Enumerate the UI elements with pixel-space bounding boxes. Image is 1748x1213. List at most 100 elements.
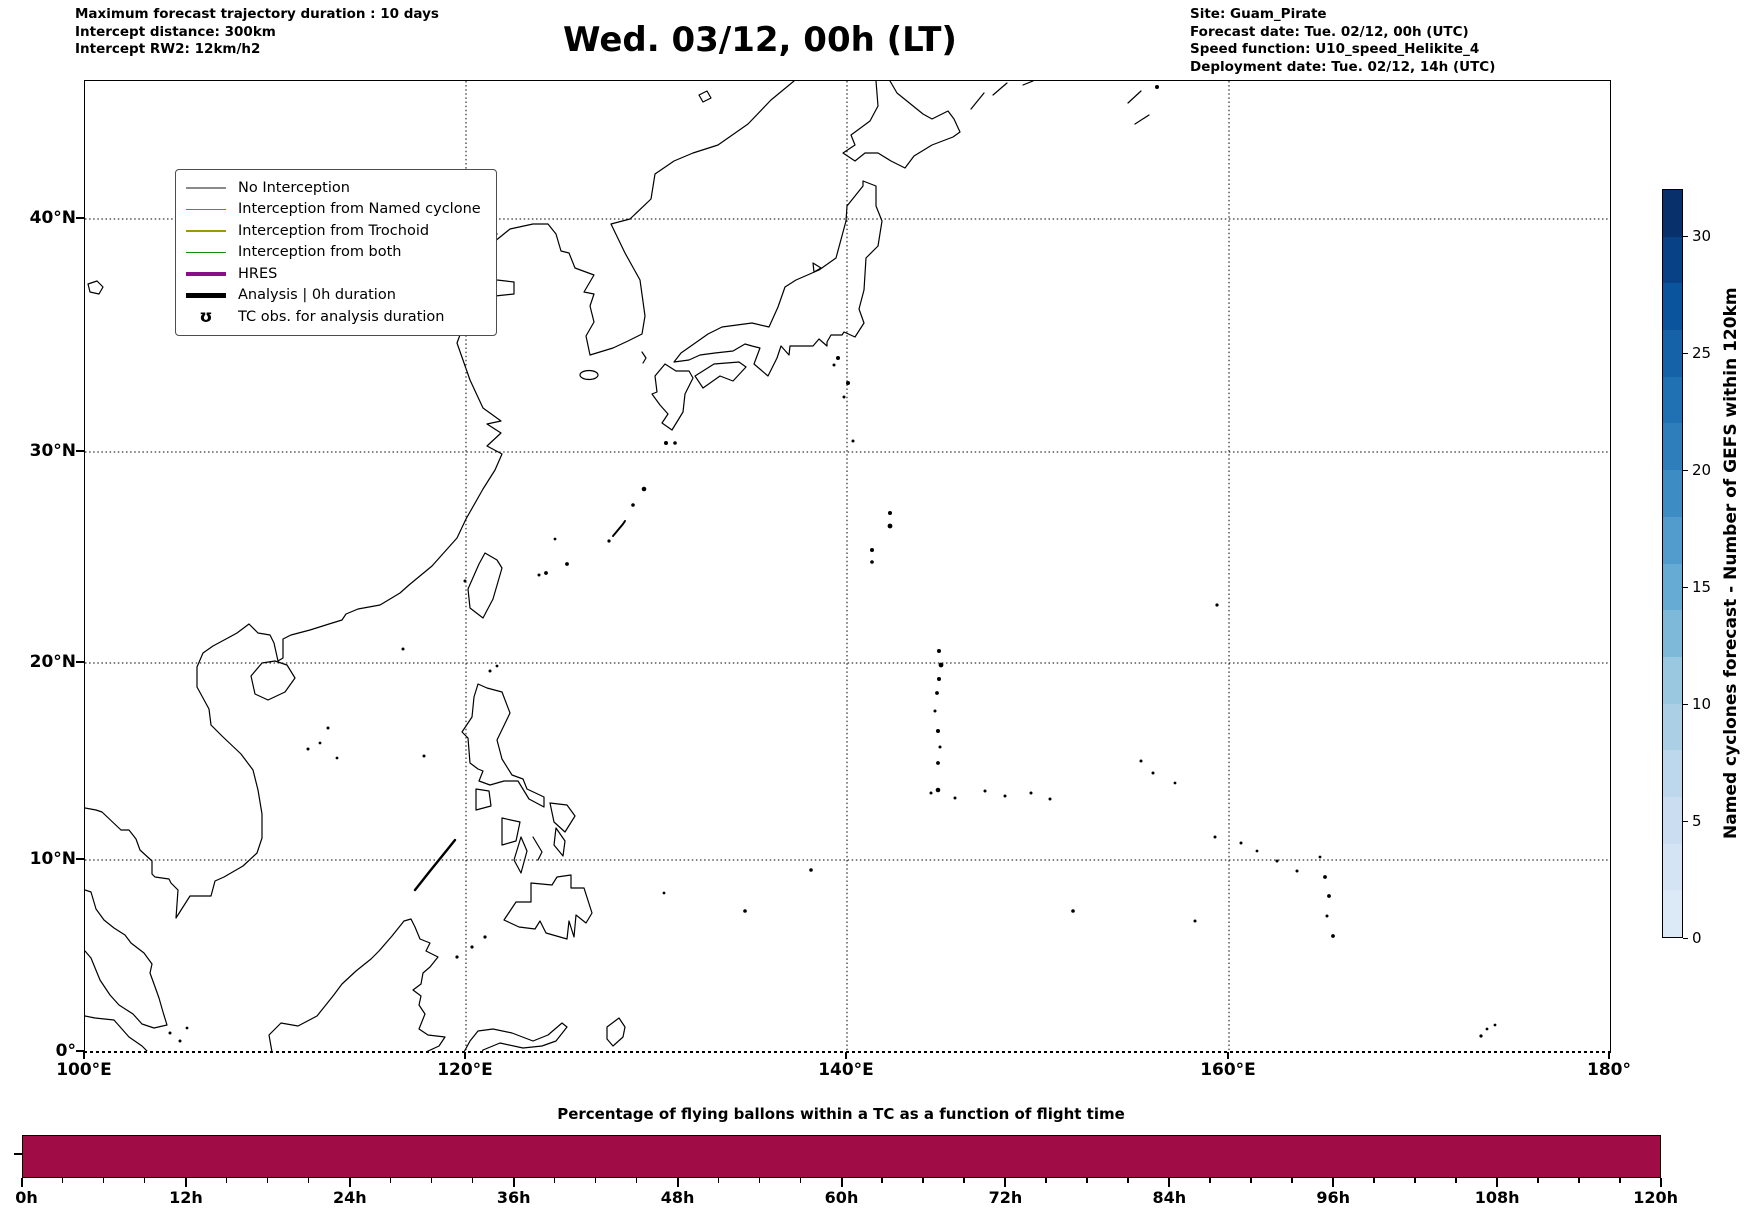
time-minor-tick [758,1178,761,1183]
flight-time-tick-label: 120h [1633,1188,1679,1207]
flight-time-tick-label: 24h [332,1188,367,1207]
legend-line-sample [186,208,226,210]
flight-time-tick-label: 60h [824,1188,859,1207]
map-bottom-axis-spine [84,1051,1611,1053]
time-minor-tick [430,1178,433,1183]
figure-title: Wed. 03/12, 00h (LT) [563,20,957,60]
latitude-tick-label: 0° [55,1041,76,1061]
longitude-tick-mark [464,1052,466,1059]
legend-item-label: Interception from Trochoid [238,222,430,239]
tc-observation-marker-icon: ʊ [186,306,226,327]
colorbar-tick-mark [1683,352,1688,354]
legend-item: ʊ TC obs. for analysis duration [186,306,486,328]
colorbar-tick-mark [1683,235,1688,237]
colorbar-tick-label: 5 [1692,812,1702,830]
flight-time-tick-label: 84h [1152,1188,1187,1207]
longitude-tick-label: 160°E [1200,1060,1256,1080]
coastline-paths [85,81,1150,1052]
graticule-gridlines [85,81,1610,1052]
colorbar-segment [1663,330,1682,377]
colorbar-tick-mark [1683,820,1688,822]
colorbar-tick-mark [1683,586,1688,588]
balloon-percentage-bar [22,1135,1661,1178]
legend-item-label: Interception from Named cyclone [238,201,481,218]
colorbar-segment [1663,423,1682,471]
legend-item-label: TC obs. for analysis duration [238,308,445,325]
legend-item: HRES [186,263,486,285]
time-minor-tick [1045,1178,1047,1183]
metadata-line: Site: Guam_Pirate [1190,6,1327,22]
legend-item: No Interception [186,177,486,199]
time-minor-tick [143,1178,146,1183]
gefs-colorbar [1662,189,1683,938]
colorbar-segment [1663,236,1682,284]
map-plot-area: No Interception Interception from Named c… [84,80,1611,1052]
flight-time-tick-label: 36h [496,1188,531,1207]
latitude-tick-mark [76,661,84,663]
legend-item-label: No Interception [238,179,350,196]
time-minor-tick [635,1178,638,1183]
longitude-tick-label: 140°E [818,1060,874,1080]
latitude-tick-label: 10°N [29,849,76,869]
bottom-chart-ytick [14,1153,22,1155]
flight-time-tick-label: 12h [169,1188,203,1207]
colorbar-tick-label: 30 [1692,227,1712,245]
time-minor-tick [1250,1178,1252,1183]
legend-line-swatch [186,208,226,210]
legend-line-swatch [186,251,226,253]
metadata-line: Speed function: U10_speed_Helikite_4 [1190,41,1480,57]
time-minor-tick [102,1178,105,1183]
longitude-tick-mark [845,1052,847,1059]
colorbar-segment [1663,563,1682,611]
time-minor-tick [1209,1178,1211,1183]
flight-time-tick-label: 48h [660,1188,695,1207]
time-minor-tick [389,1178,392,1183]
latitude-tick-mark [76,1050,84,1052]
time-major-tick [184,1178,187,1187]
colorbar-segment [1663,610,1682,657]
run-parameter-line: Maximum forecast trajectory duration : 1… [75,6,439,22]
time-major-tick [348,1178,351,1187]
colorbar-tick-label: 25 [1692,344,1712,362]
time-major-tick [840,1178,843,1187]
longitude-tick-label: 120°E [437,1060,493,1080]
time-minor-tick [881,1178,883,1183]
time-minor-tick [799,1178,802,1183]
colorbar-tick-label: 15 [1692,578,1712,596]
time-minor-tick [594,1178,597,1183]
colorbar-tick-label: 20 [1692,461,1712,479]
map-legend: No Interception Interception from Named c… [175,169,497,336]
legend-line-sample [186,230,226,232]
colorbar-tick-mark [1683,937,1688,939]
time-major-tick [1660,1178,1662,1187]
bottom-chart-title: Percentage of flying ballons within a TC… [557,1105,1125,1123]
time-minor-tick [922,1178,924,1183]
time-minor-tick [1537,1178,1539,1183]
latitude-tick-label: 30°N [29,441,76,461]
longitude-tick-mark [1227,1052,1229,1059]
run-parameters-block: Maximum forecast trajectory duration : 1… [75,6,439,59]
latitude-tick-label: 20°N [29,652,76,672]
legend-item: Interception from Named cyclone [186,199,486,221]
legend-line-sample [186,293,226,298]
flight-time-tick-label: 96h [1316,1188,1351,1207]
colorbar-segment [1663,516,1682,564]
run-parameter-line: Intercept RW2: 12km/h2 [75,41,261,57]
cyclone-symbol-icon: ʊ [199,306,213,327]
legend-line-swatch [186,271,226,276]
legend-line-swatch [186,230,226,232]
flight-time-tick-label: 72h [988,1188,1023,1207]
colorbar-segment [1663,656,1682,704]
time-minor-tick [1455,1178,1457,1183]
colorbar-segment [1663,890,1682,937]
longitude-tick-label: 180° [1587,1060,1631,1080]
time-minor-tick [1127,1178,1129,1183]
time-minor-tick [61,1178,64,1183]
longitude-tick-label: 100°E [56,1060,112,1080]
metadata-line: Deployment date: Tue. 02/12, 14h (UTC) [1190,58,1496,75]
legend-line-sample [186,271,226,276]
forecast-metadata-block: Site: Guam_Pirate Forecast date: Tue. 02… [1190,6,1495,76]
run-parameter-line: Intercept distance: 300km [75,23,276,40]
legend-line-sample [186,187,226,189]
colorbar-segment [1663,843,1682,891]
